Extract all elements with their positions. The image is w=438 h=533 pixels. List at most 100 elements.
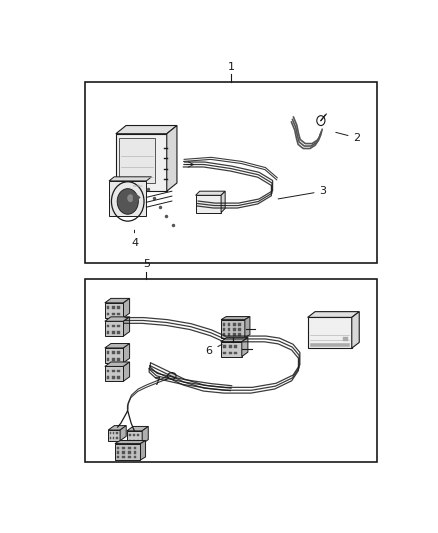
Bar [133, 440, 135, 442]
Text: 2: 2 [336, 132, 360, 143]
Polygon shape [221, 320, 245, 338]
Polygon shape [127, 431, 142, 444]
Bar [122, 451, 125, 454]
Polygon shape [120, 426, 126, 441]
Polygon shape [124, 317, 130, 336]
Bar [134, 451, 136, 454]
Bar [112, 370, 114, 373]
Bar [134, 447, 136, 449]
Text: 1: 1 [228, 62, 235, 72]
Polygon shape [124, 362, 130, 381]
Bar [117, 451, 119, 454]
Bar [112, 351, 114, 354]
Polygon shape [221, 317, 250, 320]
Bar [112, 313, 114, 316]
Bar [85, 279, 377, 462]
Bar [234, 345, 237, 348]
Bar [107, 358, 110, 360]
Bar [116, 437, 117, 439]
Bar [113, 432, 114, 434]
Polygon shape [307, 312, 359, 317]
Text: 7: 7 [153, 377, 169, 387]
Bar [233, 328, 236, 330]
Polygon shape [108, 430, 120, 441]
Bar [112, 331, 114, 334]
Bar [112, 306, 114, 309]
Bar [117, 306, 120, 309]
Bar [107, 306, 110, 309]
Bar [128, 456, 131, 458]
Polygon shape [116, 126, 177, 134]
Bar [117, 313, 120, 316]
Bar [112, 376, 114, 379]
Polygon shape [133, 191, 141, 206]
Polygon shape [141, 440, 145, 460]
Polygon shape [221, 337, 248, 342]
Polygon shape [124, 344, 130, 363]
Bar [107, 331, 110, 334]
Polygon shape [352, 312, 359, 348]
Bar [233, 323, 236, 326]
Polygon shape [105, 348, 124, 363]
Polygon shape [105, 321, 124, 336]
Text: 6: 6 [205, 344, 222, 356]
Polygon shape [115, 443, 141, 460]
Bar [229, 352, 232, 354]
Bar [229, 345, 232, 348]
Bar [122, 456, 125, 458]
Bar [107, 370, 110, 373]
Bar [307, 317, 352, 348]
Polygon shape [105, 303, 124, 318]
Polygon shape [109, 177, 152, 181]
Bar [311, 343, 349, 346]
Bar [223, 323, 225, 326]
Ellipse shape [168, 373, 176, 379]
Bar [110, 432, 111, 434]
Bar [238, 328, 241, 330]
Polygon shape [115, 440, 145, 443]
Bar [343, 337, 348, 341]
Bar [228, 333, 230, 336]
Bar [137, 434, 139, 436]
Bar [223, 333, 225, 336]
Bar [117, 456, 119, 458]
Polygon shape [245, 317, 250, 338]
Polygon shape [105, 344, 130, 348]
Bar [234, 352, 237, 354]
Polygon shape [119, 138, 155, 183]
Bar [223, 328, 225, 330]
Text: radio: radio [133, 184, 143, 188]
Bar [122, 447, 125, 449]
Bar [107, 351, 110, 354]
Polygon shape [242, 337, 248, 357]
Bar [113, 437, 114, 439]
Bar [134, 456, 136, 458]
Polygon shape [221, 342, 242, 357]
Bar [109, 181, 146, 216]
Bar [228, 328, 230, 330]
Polygon shape [167, 126, 177, 191]
Bar [85, 83, 377, 263]
Bar [133, 434, 135, 436]
Bar [223, 345, 226, 348]
Text: 4: 4 [131, 230, 138, 248]
Bar [117, 331, 120, 334]
Bar [117, 376, 120, 379]
Polygon shape [124, 298, 130, 318]
Polygon shape [105, 298, 130, 303]
Bar [110, 437, 111, 439]
Bar [117, 351, 120, 354]
Bar [117, 325, 120, 327]
Polygon shape [108, 426, 126, 430]
Bar [117, 447, 119, 449]
Polygon shape [142, 426, 148, 444]
Bar [128, 451, 131, 454]
Polygon shape [196, 191, 225, 195]
Bar [196, 195, 221, 213]
Bar [223, 352, 226, 354]
Text: 5: 5 [143, 259, 150, 269]
Bar [233, 333, 236, 336]
Bar [129, 440, 131, 442]
Circle shape [117, 189, 138, 214]
Bar [107, 325, 110, 327]
